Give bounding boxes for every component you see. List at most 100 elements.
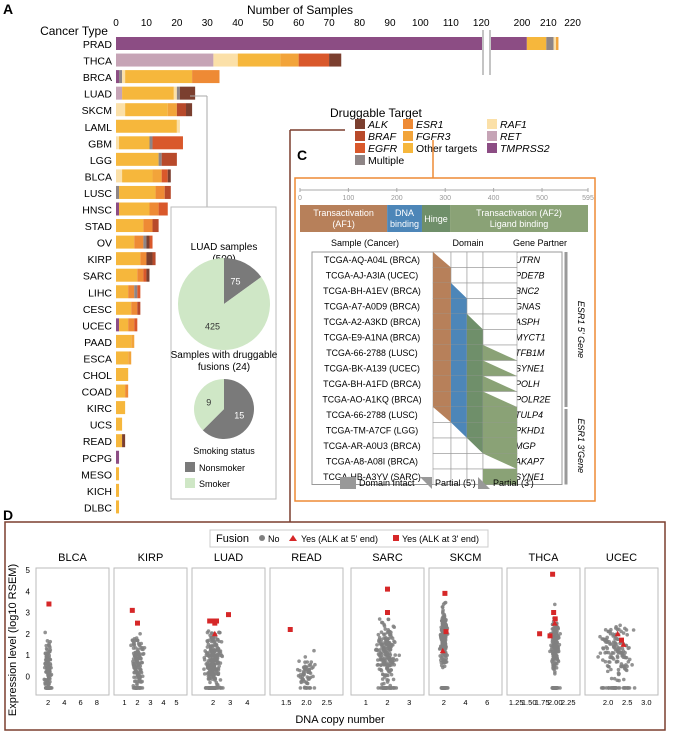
bar-segment-other-targets [116,483,120,497]
fusion-legend-yes5: Yes (ALK at 5' end) [301,534,378,544]
bar-segment-multiple [176,86,180,100]
point-no-fusion [206,638,211,643]
domain-intact [483,469,517,485]
bar-segment-alk [146,252,153,266]
point-no-fusion [555,656,559,661]
point-no-fusion [394,658,399,662]
bar-segment-egfr [161,169,168,183]
point-no-fusion [214,653,218,658]
gene-partner: MGP [515,441,536,451]
point-alk-3prime [46,601,52,607]
point-no-fusion [137,642,142,647]
point-no-fusion [617,650,622,654]
panel-label-a: A [3,1,13,17]
category-label: OV [97,238,112,250]
domain-intact [433,283,451,299]
sample-id: TCGA-BH-A1EV (BRCA) [323,286,421,296]
side-label-3: ESR1 3'Gene [576,418,586,473]
point-no-fusion [378,657,383,662]
pie-slice-label: 15 [234,410,244,420]
legend-swatch-multiple [355,155,365,165]
domain-partial-5 [433,407,451,423]
gene-partner: UTRN [515,255,540,265]
point-no-fusion [393,653,398,657]
point-no-fusion [214,642,219,647]
point-no-fusion [381,686,385,690]
fusion-row: TCGA-BH-A1EV (BRCA) BNC2 [323,282,539,299]
scatter-sarc: SARC 1 2 3 [350,552,425,707]
point-no-fusion [632,686,637,690]
point-no-fusion [607,660,611,664]
swatch-smoker [185,478,195,488]
bar-segment-alk [179,86,196,100]
sample-id: TCGA-TM-A7CF (LGG) [326,426,418,436]
point-no-fusion [602,686,606,690]
legend-intact: Domain Intact [359,478,415,488]
point-no-fusion [440,619,444,623]
fusion-row: TCGA-66-2788 (LUSC) TULP4 [326,406,543,423]
point-no-fusion [441,641,445,646]
x-tick-label: 90 [384,18,396,29]
bar-segment-braf [161,152,177,166]
sample-id: TCGA-AQ-A04L (BRCA) [324,255,420,265]
point-no-fusion [606,629,611,634]
point-no-fusion [392,639,396,644]
bar-segment-multiple [546,37,554,50]
x-tick-label: 4 [245,698,249,707]
point-no-fusion [553,671,557,676]
point-no-fusion [613,647,618,652]
point-no-fusion [621,655,626,660]
point-no-fusion [444,686,448,690]
domain-intact [451,407,467,423]
c-axis-tick-label: 100 [343,195,355,202]
point-no-fusion [215,648,219,652]
bar-segment-braf [137,301,141,315]
y-tick-label: 5 [26,566,31,575]
c-axis-tick-label: 0 [298,195,302,202]
bar-row-ucs: UCS [90,417,123,432]
bar-row-pcpg: PCPG [82,450,120,465]
domain-intact [483,438,517,454]
point-no-fusion [380,672,385,677]
point-no-fusion [388,653,393,657]
scatter-frame [506,567,581,696]
category-label: THCA [83,56,112,68]
legend-p5-swatch [420,477,432,489]
point-alk-3prime [442,590,448,596]
sample-id: TCGA-A7-A0D9 (BRCA) [324,302,420,312]
bar-row-chol: CHOL [83,368,129,382]
bar-segment-alk [122,434,126,448]
domain-cell [482,267,518,284]
point-no-fusion [621,677,626,682]
domain-partial-3 [467,314,483,330]
col-header-partner: Gene Partner [513,238,567,248]
point-no-fusion [550,645,554,649]
category-label: KICH [87,486,112,498]
point-no-fusion [132,661,137,665]
point-no-fusion [209,644,213,648]
point-no-fusion [134,658,138,662]
point-no-fusion [213,657,218,662]
x-tick-label: 1 [122,698,126,707]
domain-intact [451,345,467,361]
bar-segment-multiple [116,185,120,199]
point-no-fusion [552,686,557,690]
fusion-legend-title: Fusion [216,533,249,545]
pie-slice-smoker [194,379,224,431]
point-no-fusion [388,661,393,665]
point-no-fusion [615,655,620,660]
bar-segment-ret [116,86,123,100]
point-no-fusion [603,651,607,655]
domain-intact [451,360,467,376]
domain-intact [467,329,483,345]
bar-row-meso: MESO [81,467,120,481]
point-no-fusion [380,645,384,650]
gene-partner: GNAS [515,302,541,312]
col-header-sample: Sample (Cancer) [331,238,399,248]
x-tick-label: 2 [442,698,446,707]
bar-row-lihc: LIHC [88,285,141,299]
point-no-fusion [217,653,222,658]
category-label: SKCM [82,105,112,117]
legend-title: Druggable Target [330,106,423,120]
category-label: BRCA [83,72,112,84]
